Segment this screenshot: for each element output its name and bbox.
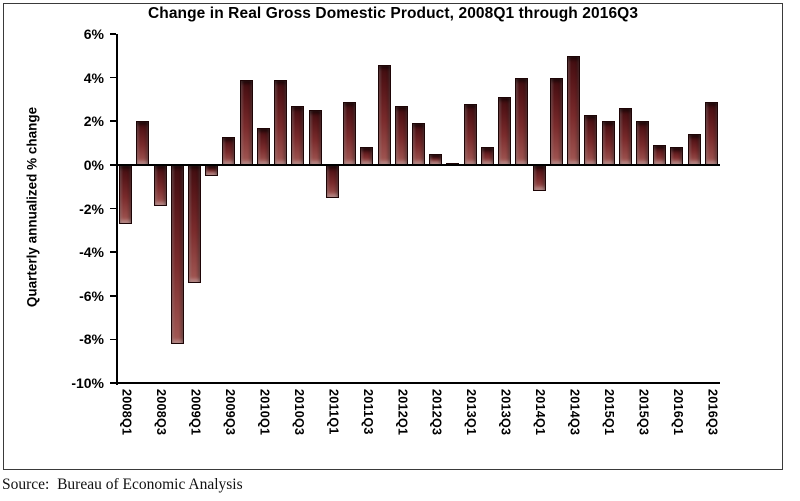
y-axis-title: Quarterly annualized % change [24,106,40,308]
source-note: Source: Bureau of Economic Analysis [2,476,243,493]
chart-title: Change in Real Gross Domestic Product, 2… [147,5,639,22]
chart-frame [3,3,783,470]
